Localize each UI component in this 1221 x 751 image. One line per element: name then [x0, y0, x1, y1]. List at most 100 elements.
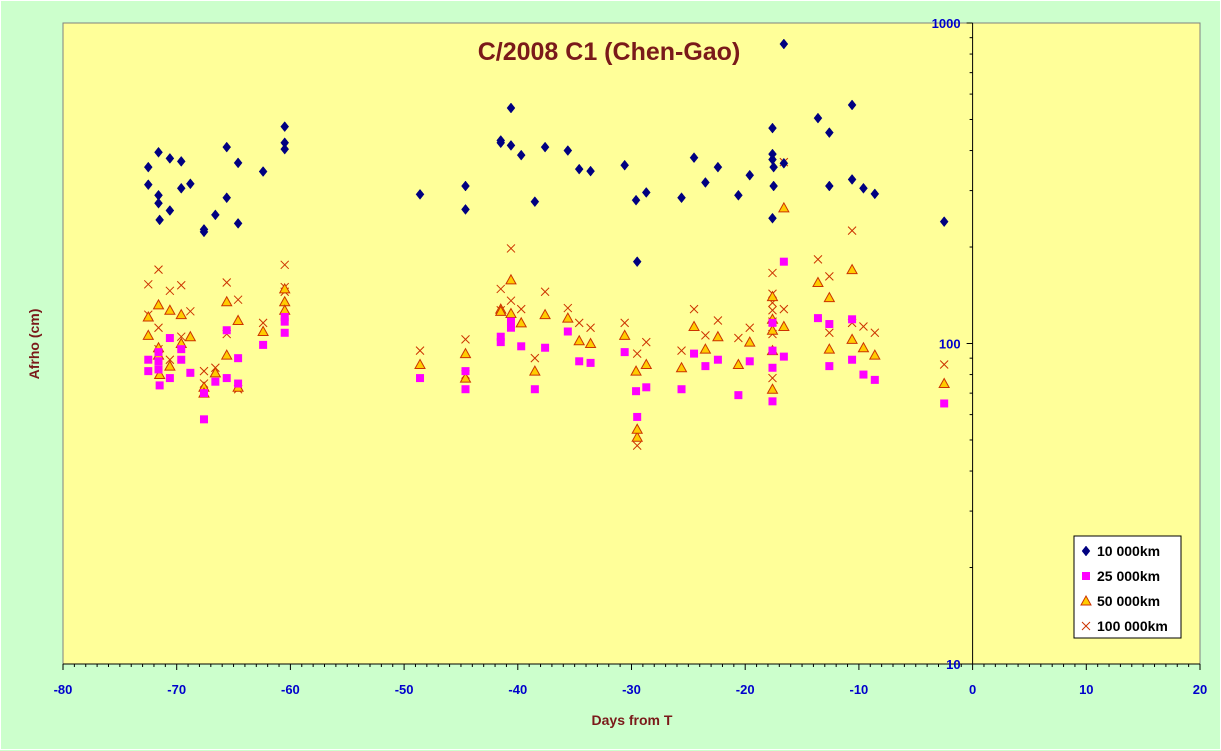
square-point	[768, 397, 777, 406]
cross-point	[506, 244, 516, 253]
cross-point	[824, 328, 834, 338]
cross-point	[677, 346, 686, 355]
diamond-point	[620, 159, 629, 171]
cross-point	[199, 366, 209, 376]
diamond-point	[813, 112, 823, 124]
triangle-point	[561, 312, 574, 323]
diamond-point	[143, 161, 153, 173]
diamond-point	[165, 205, 175, 216]
x-tick-label: 20	[1193, 682, 1207, 697]
cross-point	[939, 360, 949, 369]
square-point	[165, 374, 174, 383]
x-tick-label: -80	[54, 682, 73, 697]
diamond-point	[701, 177, 710, 188]
square-point	[690, 349, 699, 358]
square-point	[825, 320, 834, 329]
square-point	[155, 381, 164, 390]
triangle-point	[164, 360, 176, 371]
triangle-point	[938, 377, 951, 389]
axes: -80 -70 -60 -50 -40 -30 -20 -10 0 10 20 10 100 1000	[54, 16, 1208, 697]
diamond-point	[280, 143, 290, 155]
diamond-point	[211, 209, 220, 221]
triangle-point	[778, 320, 790, 331]
triangle-point	[505, 307, 517, 319]
square-point	[620, 348, 629, 357]
diamond-point	[768, 212, 777, 224]
x-axis-title: Days from T	[592, 712, 673, 728]
square-point	[496, 332, 505, 341]
triangle-point	[152, 298, 165, 310]
legend-item: 25 000km	[1082, 568, 1160, 584]
y-axis-title: Afrho (cm)	[26, 309, 42, 380]
x-tick-label: -30	[622, 682, 641, 697]
diamond-point	[825, 127, 834, 139]
chart-title: C/2008 C1 (Chen-Gao)	[478, 38, 741, 66]
y-tick-label: 100	[939, 337, 961, 352]
cross-point	[824, 271, 834, 281]
triangle-point	[823, 291, 836, 303]
triangle-point	[868, 349, 881, 360]
series-square	[144, 257, 949, 424]
diamond-point	[530, 196, 540, 208]
triangle-point	[278, 282, 291, 294]
diamond-point	[461, 204, 470, 215]
triangle-point	[846, 263, 858, 275]
triangle-point	[505, 273, 517, 285]
diamond-point	[939, 216, 949, 228]
cross-point	[701, 331, 710, 340]
triangle-point	[699, 343, 712, 354]
x-tick-label: -10	[850, 682, 869, 697]
cross-point	[768, 373, 777, 383]
triangle-point	[175, 308, 188, 320]
x-tick-label: -60	[281, 682, 300, 697]
cross-point	[632, 441, 642, 451]
triangle-point	[675, 361, 688, 373]
cross-point	[632, 349, 642, 358]
square-point	[768, 363, 777, 372]
legend-item: 10 000km	[1081, 543, 1160, 559]
diamond-point	[154, 146, 163, 158]
diamond-point	[779, 38, 789, 50]
square-point	[768, 318, 777, 327]
x-tick-label: 0	[969, 682, 976, 697]
cross-point	[280, 260, 290, 270]
legend-label: 50 000km	[1097, 593, 1160, 609]
legend-label: 100 000km	[1097, 618, 1168, 634]
diamond-point	[745, 169, 755, 181]
triangle-point	[766, 290, 779, 302]
cross-point	[461, 335, 470, 344]
square-point	[633, 412, 642, 421]
triangle-point	[778, 201, 790, 213]
cross-point	[530, 353, 540, 363]
cross-point	[745, 323, 755, 333]
cross-point	[516, 304, 526, 314]
square-point	[144, 367, 153, 376]
diamond-point	[155, 214, 164, 226]
square-point	[677, 385, 686, 394]
triangle-point	[640, 358, 653, 369]
diamond-point	[847, 174, 857, 185]
diamond-point	[769, 161, 778, 173]
square-point	[563, 327, 572, 336]
triangle-point	[857, 341, 870, 353]
square-point	[461, 385, 470, 394]
square-point	[199, 415, 208, 424]
square-point	[177, 355, 186, 364]
square-point	[642, 383, 651, 392]
square-point	[848, 355, 857, 364]
cross-point	[222, 278, 232, 287]
diamond-point	[768, 122, 777, 134]
square-point	[632, 387, 641, 396]
square-point	[280, 317, 289, 326]
square-point	[199, 389, 208, 398]
triangle-point	[631, 423, 644, 434]
cross-point	[586, 323, 595, 333]
diamond-point	[516, 149, 526, 161]
cross-point	[176, 280, 186, 290]
cross-point	[734, 333, 743, 343]
y-tick-label: 1000	[932, 16, 961, 31]
square-point	[859, 370, 868, 379]
triangle-point	[220, 295, 233, 307]
square-point	[506, 317, 515, 326]
